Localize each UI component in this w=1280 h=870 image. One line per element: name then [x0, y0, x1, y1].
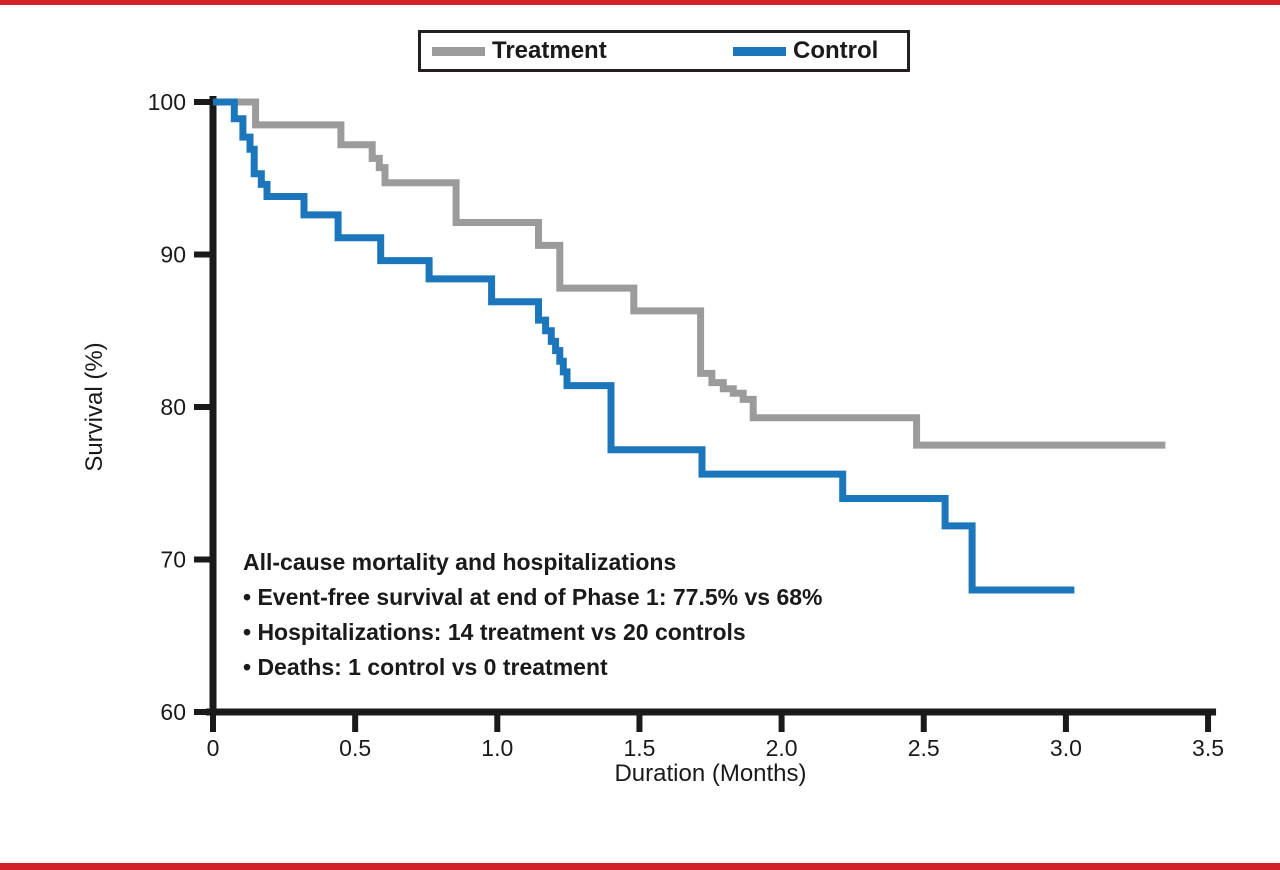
x-tick-label: 0.5: [339, 735, 371, 761]
annotation-bullet-deaths: • Deaths: 1 control vs 0 treatment: [243, 654, 608, 680]
legend-item-control: Control: [733, 33, 878, 69]
y-tick-label: 60: [160, 699, 186, 725]
annotation-block: All-cause mortality and hospitalizations…: [243, 545, 822, 685]
legend-label-control: Control: [793, 37, 879, 64]
series-path-treatment: [213, 98, 1166, 449]
x-tick-label: 0: [207, 735, 220, 761]
y-tick-label: 90: [160, 242, 186, 268]
x-tick-label: 2.0: [766, 735, 798, 761]
treatment-color-swatch: [432, 46, 485, 56]
control-color-swatch: [733, 46, 786, 56]
y-tick-label: 80: [160, 394, 186, 420]
x-axis-title: Duration (Months): [614, 760, 807, 787]
y-axis-title: Survival (%): [81, 342, 108, 472]
annotation-bullet-survival: • Event-free survival at end of Phase 1:…: [243, 584, 823, 610]
legend-item-treatment: Treatment: [432, 33, 607, 69]
x-tick-label: 3.0: [1050, 735, 1082, 761]
annotation-title: All-cause mortality and hospitalizations: [243, 549, 677, 575]
annotation-bullet-hospitalizations: • Hospitalizations: 14 treatment vs 20 c…: [243, 619, 746, 645]
legend: Treatment Control: [418, 30, 910, 72]
bottom-border-rule: [0, 863, 1280, 870]
top-border-rule: [0, 0, 1280, 5]
y-tick-label: 70: [160, 547, 186, 573]
series-path-control: [213, 98, 1075, 594]
x-tick-label: 2.5: [908, 735, 940, 761]
x-tick-label: 1.5: [623, 735, 655, 761]
x-tick-label: 3.5: [1192, 735, 1224, 761]
y-tick-label: 100: [148, 89, 186, 115]
x-tick-label: 1.0: [481, 735, 513, 761]
legend-label-treatment: Treatment: [492, 37, 607, 64]
